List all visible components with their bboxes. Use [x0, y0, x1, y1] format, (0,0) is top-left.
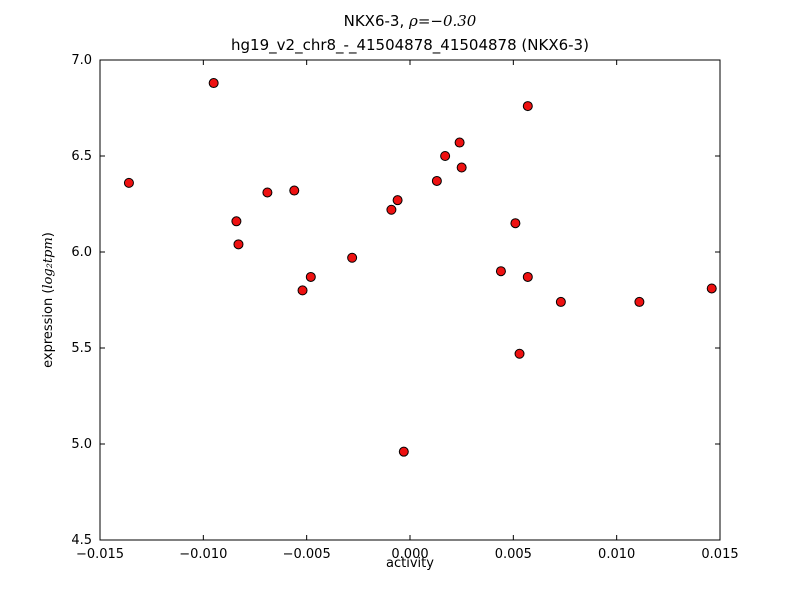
- y-tick-labels: 4.5 5.0 5.5 6.0 6.5 7.0: [71, 53, 92, 548]
- data-point: [398, 446, 409, 457]
- x-axis-label: activity: [386, 556, 434, 571]
- data-point: [347, 252, 358, 263]
- data-point: [514, 348, 525, 359]
- data-point: [634, 296, 645, 307]
- data-point: [495, 266, 506, 277]
- x-tick-label: 0.015: [701, 547, 738, 562]
- data-point: [289, 185, 300, 196]
- x-tick-label: 0.000: [391, 547, 428, 562]
- data-point: [454, 137, 465, 148]
- plot-frame: [99, 59, 721, 541]
- chart-title-line1: NKX6-3, ρ=−0.30: [344, 12, 477, 30]
- y-tick-label: 5.5: [71, 341, 92, 356]
- data-point: [305, 271, 316, 282]
- x-tick-label: 0.010: [598, 547, 635, 562]
- chart-title-line1-math: ρ=−0.30: [408, 12, 477, 30]
- y-tick-label: 6.0: [71, 245, 92, 260]
- data-point: [706, 283, 717, 294]
- data-point: [522, 101, 533, 112]
- data-point: [231, 216, 242, 227]
- chart-title-line2: hg19_v2_chr8_-_41504878_41504878 (NKX6-3…: [231, 36, 589, 55]
- y-axis-label-suffix: ): [41, 232, 56, 237]
- y-axis-label-prefix: expression (: [41, 289, 56, 368]
- y-tick-label: 4.5: [71, 533, 92, 548]
- y-tick-label: 6.5: [71, 149, 92, 164]
- y-tick-label: 5.0: [71, 437, 92, 452]
- y-tick-label: 7.0: [71, 53, 92, 68]
- x-tick-label: −0.015: [76, 547, 124, 562]
- data-point: [233, 239, 244, 250]
- x-tick-label: 0.005: [495, 547, 532, 562]
- x-tick-label: −0.005: [283, 547, 331, 562]
- x-tick-label: −0.010: [179, 547, 227, 562]
- data-point: [123, 177, 134, 188]
- data-point: [386, 204, 397, 215]
- data-point: [510, 218, 521, 229]
- data-point: [555, 296, 566, 307]
- data-point: [392, 195, 403, 206]
- data-point: [440, 151, 451, 161]
- x-tick-labels: −0.015 −0.010 −0.005 0.000 0.005 0.010 0.015: [76, 547, 739, 562]
- data-point: [522, 271, 533, 282]
- data-points: [123, 78, 717, 457]
- data-point: [297, 285, 308, 296]
- data-point: [208, 78, 219, 89]
- chart-title-line1-prefix: NKX6-3,: [344, 12, 409, 30]
- data-point: [431, 175, 442, 186]
- data-point: [262, 187, 273, 198]
- y-axis-label: expression (log₂tpm): [41, 232, 56, 368]
- axis-ticks: [99, 59, 721, 541]
- y-axis-label-math: log₂tpm: [41, 237, 56, 288]
- data-point: [456, 162, 467, 173]
